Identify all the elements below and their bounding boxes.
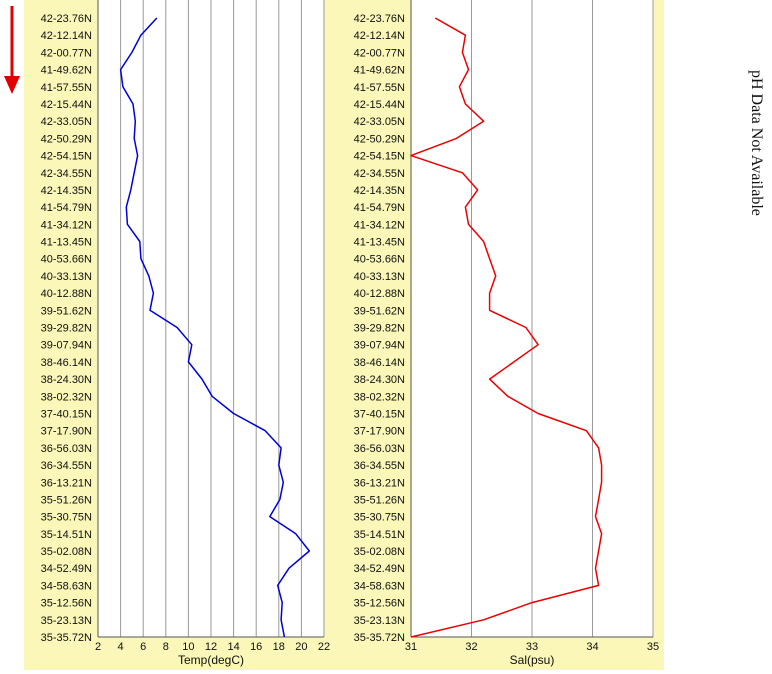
sal-y-tick-label: 35-23.13N [354, 615, 405, 627]
temp-x-tick-label: 8 [163, 641, 169, 653]
temp-y-tick-label: 41-34.12N [41, 219, 92, 231]
sal-y-tick-label: 35-35.72N [354, 632, 405, 644]
temp-series-line [119, 17, 311, 638]
sal-y-tick-label: 38-02.32N [354, 391, 405, 403]
temp-y-tick-label: 35-35.72N [41, 632, 92, 644]
temp-y-tick-label: 35-23.13N [41, 615, 92, 627]
temp-y-tick-label: 37-40.15N [41, 408, 92, 420]
sal-y-tick-label: 38-46.14N [354, 357, 405, 369]
temp-x-tick-label: 12 [205, 641, 217, 653]
temperature-chart: 2 4 6 8 10 12 14 16 18 20 22 42-23.76N 42-12.14N 42-0… [41, 0, 330, 667]
temp-x-axis-title: Temp(degC) [178, 653, 244, 667]
temp-y-tick-label: 35-14.51N [41, 529, 92, 541]
sal-y-tick-label: 36-56.03N [354, 443, 405, 455]
sal-y-tick-label: 40-53.66N [354, 254, 405, 266]
temp-y-tick-label: 42-33.05N [41, 116, 92, 128]
temp-x-tick-label: 2 [95, 641, 101, 653]
sal-y-tick-label: 35-51.26N [354, 494, 405, 506]
temp-y-tick-label: 38-46.14N [41, 357, 92, 369]
temp-y-tick-label: 42-00.77N [41, 47, 92, 59]
temp-y-tick-label: 35-30.75N [41, 512, 92, 524]
temp-y-tick-label: 41-49.62N [41, 65, 92, 77]
sal-y-tick-label: 42-50.29N [354, 133, 405, 145]
temp-y-tick-label: 37-17.90N [41, 426, 92, 438]
sal-y-tick-label: 35-02.08N [354, 546, 405, 558]
temp-y-tick-label: 42-14.35N [41, 185, 92, 197]
temp-x-tick-label: 4 [118, 641, 124, 653]
temp-y-tick-label: 40-12.88N [41, 288, 92, 300]
temp-x-tick-label: 18 [273, 641, 285, 653]
temp-y-tick-label: 39-07.94N [41, 340, 92, 352]
sal-y-tick-label: 39-29.82N [354, 323, 405, 335]
sal-y-tick-label: 42-23.76N [354, 13, 405, 25]
temp-x-tick-label: 16 [250, 641, 262, 653]
temp-y-tick-label: 42-54.15N [41, 151, 92, 163]
temp-y-tick-label: 35-12.56N [41, 598, 92, 610]
temp-x-tick-label: 6 [140, 641, 146, 653]
sal-y-tick-label: 41-49.62N [354, 65, 405, 77]
sal-x-tick-label: 35 [647, 641, 659, 653]
sal-x-tick-label: 34 [586, 641, 598, 653]
temp-y-tick-label: 38-02.32N [41, 391, 92, 403]
sal-y-tick-label: 41-13.45N [354, 237, 405, 249]
sal-y-tick-label: 40-33.13N [354, 271, 405, 283]
sal-y-tick-label: 40-12.88N [354, 288, 405, 300]
sal-y-tick-label: 36-13.21N [354, 477, 405, 489]
sal-y-tick-label: 42-14.35N [354, 185, 405, 197]
sal-y-tick-label: 35-30.75N [354, 512, 405, 524]
sal-series-line [410, 17, 603, 638]
sal-y-tick-label: 42-12.14N [354, 30, 405, 42]
temp-y-tick-label: 35-02.08N [41, 546, 92, 558]
sal-y-tick-label: 42-15.44N [354, 99, 405, 111]
temp-y-tick-label: 42-12.14N [41, 30, 92, 42]
temp-x-tick-label: 14 [227, 641, 239, 653]
sal-y-tick-label: 38-24.30N [354, 374, 405, 386]
temp-y-tick-label: 41-54.79N [41, 202, 92, 214]
temp-x-tick-label: 22 [318, 641, 330, 653]
sal-y-tick-label: 37-40.15N [354, 408, 405, 420]
temp-y-tick-label: 40-33.13N [41, 271, 92, 283]
temp-y-tick-label: 34-52.49N [41, 563, 92, 575]
temp-y-tick-label: 42-34.55N [41, 168, 92, 180]
temp-y-tick-label: 41-57.55N [41, 82, 92, 94]
temp-y-tick-label: 42-23.76N [41, 13, 92, 25]
temp-y-tick-label: 41-13.45N [41, 237, 92, 249]
sal-y-tick-label: 42-34.55N [354, 168, 405, 180]
sal-y-tick-label: 42-54.15N [354, 151, 405, 163]
temp-y-tick-label: 36-34.55N [41, 460, 92, 472]
temp-y-tick-label: 39-51.62N [41, 305, 92, 317]
sal-y-tick-label: 41-57.55N [354, 82, 405, 94]
temp-y-tick-label: 36-56.03N [41, 443, 92, 455]
sal-y-tick-label: 35-12.56N [354, 598, 405, 610]
sal-y-tick-label: 35-14.51N [354, 529, 405, 541]
temp-x-tick-label: 10 [182, 641, 194, 653]
sal-y-tick-label: 39-07.94N [354, 340, 405, 352]
temp-y-tick-label: 36-13.21N [41, 477, 92, 489]
sal-x-axis-title: Sal(psu) [510, 653, 555, 667]
temp-y-tick-label: 35-51.26N [41, 494, 92, 506]
sal-y-tick-label: 42-33.05N [354, 116, 405, 128]
sal-y-tick-label: 34-58.63N [354, 580, 405, 592]
temp-y-tick-label: 42-15.44N [41, 99, 92, 111]
sal-x-tick-label: 33 [526, 641, 538, 653]
temp-x-tick-label: 20 [295, 641, 307, 653]
temp-y-tick-label: 34-58.63N [41, 580, 92, 592]
sal-y-tick-label: 41-34.12N [354, 219, 405, 231]
temp-y-tick-label: 42-50.29N [41, 133, 92, 145]
temp-y-tick-label: 39-29.82N [41, 323, 92, 335]
sal-x-tick-label: 32 [465, 641, 477, 653]
sal-y-tick-label: 39-51.62N [354, 305, 405, 317]
temp-y-tick-label: 38-24.30N [41, 374, 92, 386]
sal-y-tick-label: 37-17.90N [354, 426, 405, 438]
ph-unavailable-note: pH Data Not Available [748, 70, 765, 216]
salinity-chart: 31 32 33 34 35 42-23.76N 42-12.14N 42-00.77N 41-… [354, 0, 659, 667]
sal-x-tick-label: 31 [405, 641, 417, 653]
down-arrow-icon [4, 6, 20, 94]
sal-y-tick-label: 41-54.79N [354, 202, 405, 214]
sal-y-tick-label: 34-52.49N [354, 563, 405, 575]
sal-y-tick-label: 42-00.77N [354, 47, 405, 59]
temp-y-tick-label: 40-53.66N [41, 254, 92, 266]
sal-y-tick-label: 36-34.55N [354, 460, 405, 472]
